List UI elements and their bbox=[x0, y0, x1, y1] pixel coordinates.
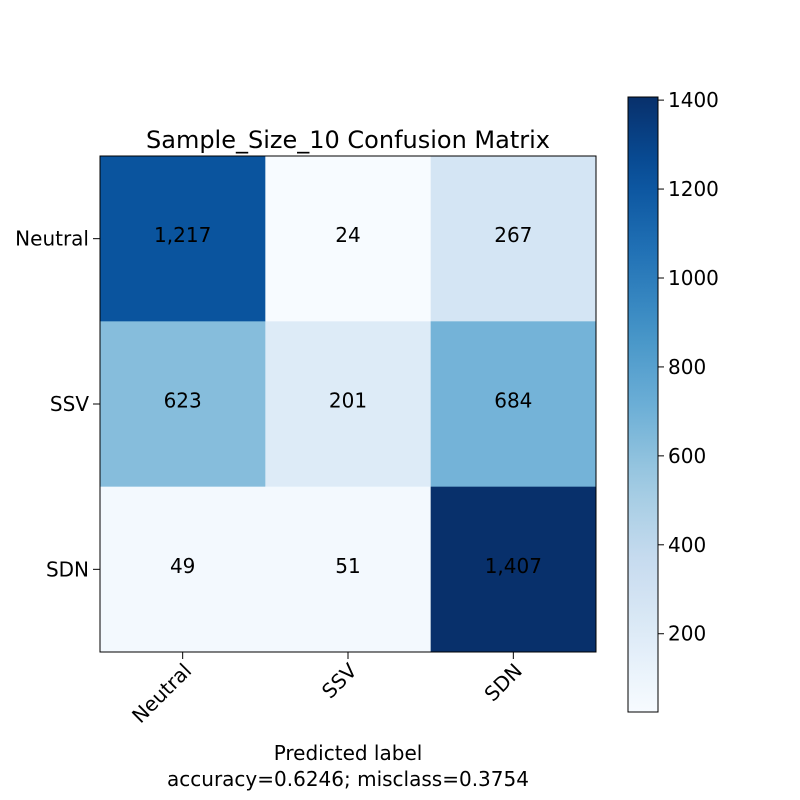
heatmap-cell bbox=[430, 486, 597, 653]
cell-value-label: 267 bbox=[494, 223, 532, 247]
colorbar-tick-label: 800 bbox=[668, 355, 706, 379]
x-tick-label: SDN bbox=[479, 659, 526, 706]
colorbar-tick-label: 200 bbox=[668, 622, 706, 646]
cell-value-label: 1,217 bbox=[154, 223, 211, 247]
heatmap-cell bbox=[265, 486, 432, 653]
x-axis-ticks: Neutral SSV SDN bbox=[127, 652, 527, 728]
heatmap-cell-labels: 1,217 24 267 623 201 684 49 51 1,407 bbox=[154, 223, 542, 578]
x-tick-label: SSV bbox=[317, 658, 362, 703]
x-axis-label: Predicted label bbox=[274, 741, 423, 765]
cell-value-label: 51 bbox=[335, 554, 360, 578]
heatmap-cell bbox=[265, 321, 432, 488]
x-tick-label: Neutral bbox=[127, 659, 196, 728]
heatmap-cell bbox=[265, 156, 432, 322]
y-tick-label: Neutral bbox=[15, 227, 89, 251]
heatmap-cell bbox=[430, 156, 597, 322]
cell-value-label: 24 bbox=[335, 223, 360, 247]
cell-value-label: 684 bbox=[494, 389, 532, 413]
heatmap-cell bbox=[100, 321, 266, 488]
heatmap-cell bbox=[100, 156, 266, 322]
cell-value-label: 201 bbox=[329, 389, 367, 413]
chart-title: Sample_Size_10 Confusion Matrix bbox=[146, 126, 550, 154]
heatmap-cells bbox=[100, 156, 597, 653]
y-tick-label: SDN bbox=[46, 557, 89, 581]
colorbar-tick-label: 1200 bbox=[668, 177, 719, 201]
y-axis-ticks: Neutral SSV SDN bbox=[15, 227, 100, 581]
colorbar bbox=[627, 96, 659, 713]
y-tick-label: SSV bbox=[50, 392, 89, 416]
cell-value-label: 1,407 bbox=[485, 554, 542, 578]
colorbar-tick-label: 1400 bbox=[668, 88, 719, 112]
colorbar-tick-label: 600 bbox=[668, 444, 706, 468]
colorbar-ticks: 200 400 600 800 1000 1200 1400 bbox=[658, 88, 719, 646]
colorbar-tick-label: 1000 bbox=[668, 266, 719, 290]
heatmap-cell bbox=[430, 321, 597, 488]
cell-value-label: 49 bbox=[170, 554, 195, 578]
cell-value-label: 623 bbox=[164, 389, 202, 413]
x-axis-sublabel: accuracy=0.6246; misclass=0.3754 bbox=[167, 767, 529, 791]
colorbar-tick-label: 400 bbox=[668, 533, 706, 557]
heatmap-cell bbox=[100, 486, 266, 653]
